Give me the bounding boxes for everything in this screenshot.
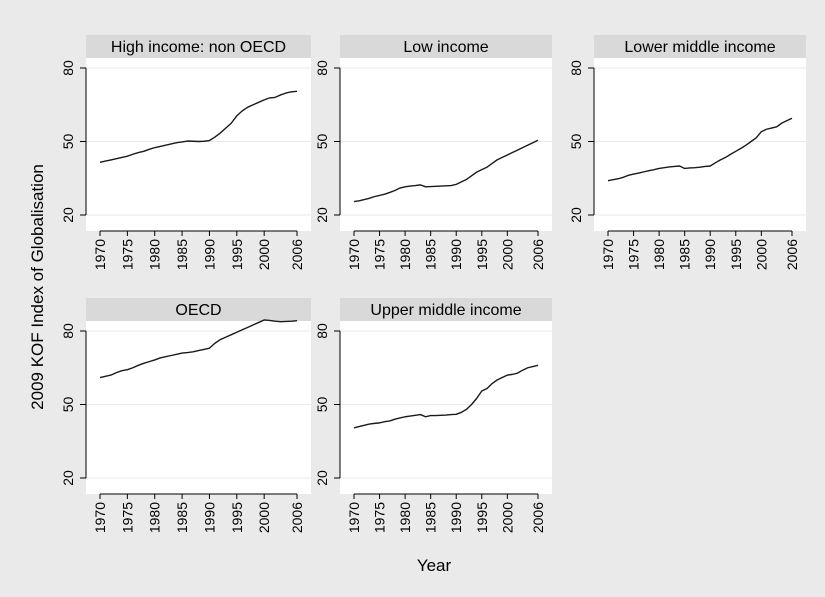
panel-title: High income: non OECD <box>111 39 286 56</box>
x-tick-label: 1970 <box>92 239 108 270</box>
panel-title: Low income <box>403 39 488 56</box>
x-tick-label: 1970 <box>346 502 362 533</box>
panel-title: Upper middle income <box>370 302 521 319</box>
x-tick-label: 1995 <box>229 502 245 533</box>
y-tick-label: 20 <box>568 207 584 223</box>
x-tick-label: 1980 <box>397 502 413 533</box>
x-tick-label: 1990 <box>448 239 464 270</box>
x-tick-label: 1985 <box>174 239 190 270</box>
x-tick-label: 2000 <box>499 502 515 533</box>
x-tick-label: 2006 <box>289 502 305 533</box>
y-tick-label: 80 <box>60 323 76 339</box>
y-tick-label: 80 <box>568 60 584 76</box>
panel-title-strip <box>340 35 552 58</box>
x-tick-label: 2006 <box>530 502 546 533</box>
y-tick-label: 20 <box>314 207 330 223</box>
panels-group: High income: non OECD 20 50 80 1970 1975 1980 1… <box>60 35 806 533</box>
x-axis-label: Year <box>417 556 452 575</box>
panel-high-income-non-oecd: High income: non OECD 20 50 80 1970 1975 1980 1… <box>60 35 311 270</box>
plot-area <box>86 321 311 494</box>
y-tick-label: 20 <box>60 470 76 486</box>
y-tick-label: 50 <box>60 397 76 413</box>
y-tick-label: 80 <box>60 60 76 76</box>
x-tick-label: 1970 <box>346 239 362 270</box>
x-tick-label: 1985 <box>423 239 439 270</box>
plot-area <box>340 321 552 494</box>
y-tick-label: 20 <box>314 470 330 486</box>
plot-area <box>340 58 552 231</box>
x-tick-label: 1990 <box>702 239 718 270</box>
x-tick-label: 2006 <box>784 239 800 270</box>
y-tick-label: 50 <box>314 397 330 413</box>
y-tick-label: 50 <box>314 134 330 150</box>
x-tick-label: 1975 <box>372 239 388 270</box>
y-axis-label: 2009 KOF Index of Globalisation <box>28 164 47 410</box>
x-tick-label: 1970 <box>92 502 108 533</box>
x-tick-label: 1990 <box>201 239 217 270</box>
x-tick-label: 1985 <box>174 502 190 533</box>
series-line <box>607 117 793 182</box>
panel-lower-middle-income: Lower middle income 20 50 80 1970 1975 1980 198… <box>568 35 806 270</box>
x-tick-label: 1985 <box>677 239 693 270</box>
x-tick-label: 1975 <box>372 502 388 533</box>
plot-area <box>594 58 806 231</box>
series-line <box>99 90 298 164</box>
x-tick-label: 2000 <box>256 239 272 270</box>
x-tick-label: 1990 <box>448 502 464 533</box>
x-tick-label: 1995 <box>229 239 245 270</box>
x-tick-label: 1985 <box>423 502 439 533</box>
x-tick-label: 2006 <box>530 239 546 270</box>
y-tick-label: 50 <box>568 134 584 150</box>
x-tick-label: 2006 <box>289 239 305 270</box>
x-tick-label: 2000 <box>256 502 272 533</box>
x-tick-label: 1975 <box>626 239 642 270</box>
series-line <box>353 364 539 429</box>
panel-upper-middle-income: Upper middle income 20 50 80 1970 1975 1980 198… <box>314 298 552 533</box>
panel-oecd: OECD 20 50 80 1970 1975 1980 1985 1990 1995 2000 20… <box>60 298 311 533</box>
series-line <box>353 139 539 203</box>
y-tick-label: 80 <box>314 323 330 339</box>
x-tick-label: 1980 <box>397 239 413 270</box>
panel-title-strip <box>594 35 806 58</box>
panel-low-income: Low income 20 50 80 1970 1975 1980 1985 1990 1995… <box>314 35 552 270</box>
x-tick-label: 1995 <box>728 239 744 270</box>
x-tick-label: 2000 <box>499 239 515 270</box>
panel-title: Lower middle income <box>624 39 775 56</box>
y-tick-label: 20 <box>60 207 76 223</box>
panel-title: OECD <box>175 302 221 319</box>
x-tick-label: 1995 <box>474 239 490 270</box>
x-tick-label: 1990 <box>201 502 217 533</box>
panel-title-strip <box>86 298 311 321</box>
plot-area <box>86 58 311 231</box>
x-tick-label: 1980 <box>651 239 667 270</box>
x-tick-label: 1980 <box>147 502 163 533</box>
series-line <box>99 319 298 379</box>
x-tick-label: 1980 <box>147 239 163 270</box>
y-tick-label: 80 <box>314 60 330 76</box>
x-tick-label: 1995 <box>474 502 490 533</box>
x-tick-label: 1975 <box>119 502 135 533</box>
x-tick-label: 1975 <box>119 239 135 270</box>
x-tick-label: 1970 <box>600 239 616 270</box>
panel-title-strip <box>86 35 311 58</box>
panel-title-strip <box>340 298 552 321</box>
y-tick-label: 50 <box>60 134 76 150</box>
x-tick-label: 2000 <box>753 239 769 270</box>
